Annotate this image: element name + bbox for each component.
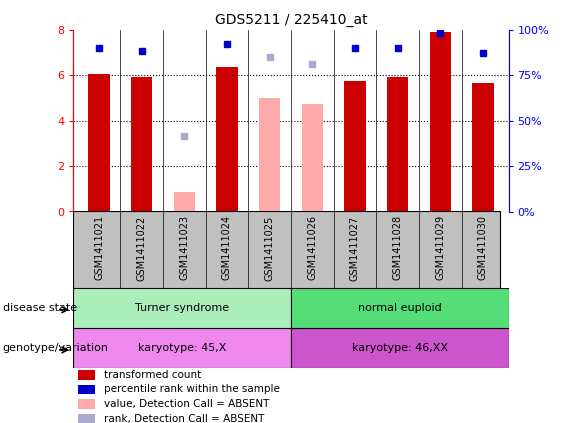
Text: percentile rank within the sample: percentile rank within the sample <box>104 385 280 395</box>
Text: GSM1411029: GSM1411029 <box>435 215 445 280</box>
Text: GSM1411028: GSM1411028 <box>393 215 403 280</box>
Text: karyotype: 45,X: karyotype: 45,X <box>138 343 227 353</box>
Bar <box>259 98 280 212</box>
Bar <box>387 77 408 212</box>
Text: karyotype: 46,XX: karyotype: 46,XX <box>352 343 447 353</box>
Text: GSM1411025: GSM1411025 <box>264 215 275 280</box>
Title: GDS5211 / 225410_at: GDS5211 / 225410_at <box>215 13 367 27</box>
Text: value, Detection Call = ABSENT: value, Detection Call = ABSENT <box>104 399 270 409</box>
Text: disease state: disease state <box>3 303 77 313</box>
Bar <box>472 83 494 212</box>
Text: rank, Detection Call = ABSENT: rank, Detection Call = ABSENT <box>104 414 264 423</box>
Bar <box>302 104 323 212</box>
Text: genotype/variation: genotype/variation <box>3 343 109 353</box>
Text: transformed count: transformed count <box>104 370 201 379</box>
Text: GSM1411026: GSM1411026 <box>307 215 318 280</box>
Bar <box>131 77 153 212</box>
Text: GSM1411023: GSM1411023 <box>179 215 189 280</box>
Bar <box>78 370 95 379</box>
Bar <box>173 192 195 212</box>
Text: GSM1411030: GSM1411030 <box>478 215 488 280</box>
Bar <box>291 288 508 328</box>
Bar <box>88 74 110 212</box>
Bar <box>344 81 366 212</box>
Bar <box>78 414 95 423</box>
Text: GSM1411024: GSM1411024 <box>222 215 232 280</box>
Bar <box>73 288 291 328</box>
Bar <box>429 32 451 212</box>
Text: GSM1411021: GSM1411021 <box>94 215 104 280</box>
Text: GSM1411027: GSM1411027 <box>350 215 360 280</box>
Bar <box>78 385 95 394</box>
Text: normal euploid: normal euploid <box>358 303 442 313</box>
Bar <box>216 67 238 212</box>
Bar <box>291 328 508 368</box>
Text: Turner syndrome: Turner syndrome <box>135 303 229 313</box>
Bar <box>78 399 95 409</box>
Bar <box>73 328 291 368</box>
Text: GSM1411022: GSM1411022 <box>137 215 147 280</box>
